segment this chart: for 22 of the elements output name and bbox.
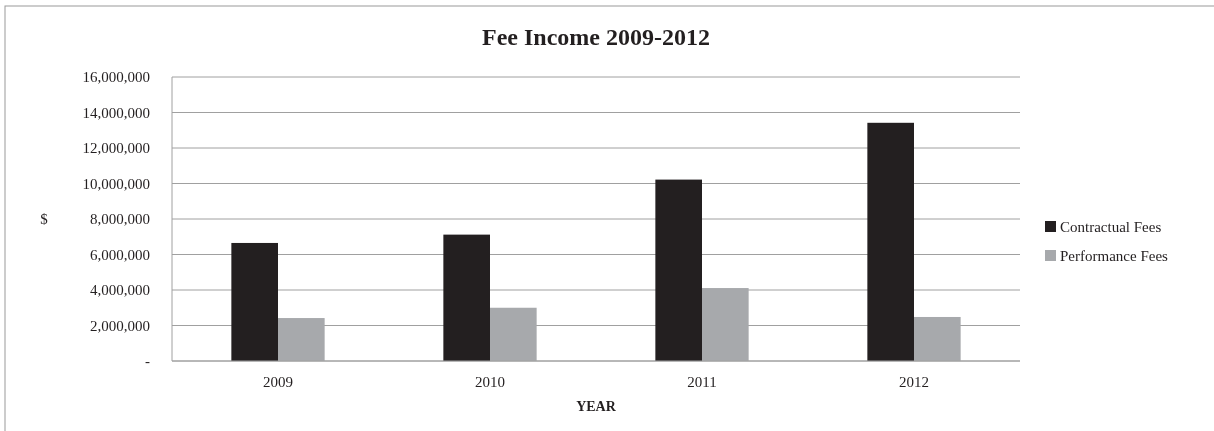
bar — [867, 122, 914, 361]
x-tick-label: 2012 — [899, 374, 929, 390]
legend-label: Performance Fees — [1060, 248, 1169, 264]
bar — [655, 179, 702, 361]
x-tick-label: 2010 — [475, 374, 505, 390]
y-tick-label: 4,000,000 — [90, 282, 150, 298]
bar — [231, 242, 278, 361]
y-tick-label: 14,000,000 — [82, 104, 150, 121]
y-tick-label: 10,000,000 — [82, 175, 150, 192]
y-axis-title: $ — [40, 211, 49, 227]
y-tick-label: 16,000,000 — [82, 69, 150, 85]
y-tick-label: 6,000,000 — [90, 246, 150, 263]
y-tick-label: 12,000,000 — [82, 140, 150, 156]
chart-title: Fee Income 2009-2012 — [482, 24, 710, 50]
y-tick-label: 8,000,000 — [90, 211, 150, 227]
y-tick-label: 2,000,000 — [90, 317, 150, 334]
bar — [443, 234, 490, 361]
legend-label: Contractual Fees — [1060, 219, 1162, 235]
y-tick-label: - — [145, 353, 150, 369]
x-tick-label: 2011 — [687, 374, 717, 390]
x-tick-label: 2009 — [263, 374, 293, 390]
x-axis-title: YEAR — [576, 399, 617, 414]
